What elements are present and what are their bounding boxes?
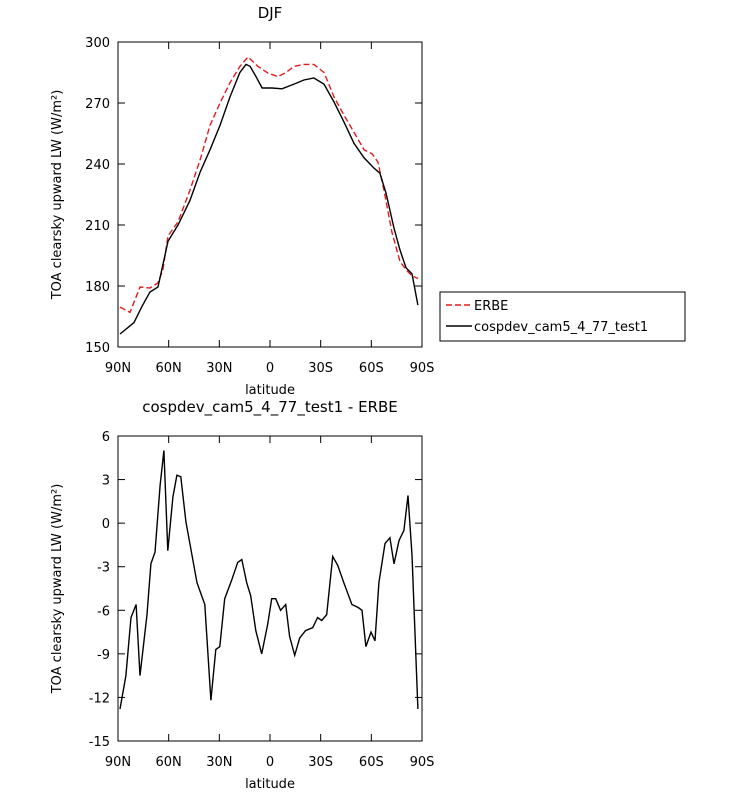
y-tick-label: -3 <box>97 561 110 576</box>
x-tick-label: 0 <box>266 361 274 376</box>
y-tick-label: 180 <box>85 280 110 295</box>
x-tick-label: 90N <box>105 361 131 376</box>
x-tick-label: 60N <box>156 755 182 770</box>
y-tick-label: 270 <box>85 97 110 112</box>
y-tick-label: 150 <box>85 341 110 356</box>
x-tick-label: 90S <box>410 361 435 376</box>
y-tick-label: -12 <box>89 691 110 706</box>
y-tick-label: -6 <box>97 604 110 619</box>
x-tick-label: 60S <box>359 755 384 770</box>
data-line <box>119 55 419 314</box>
y-tick-label: 300 <box>85 36 110 51</box>
x-tick-label: 60S <box>359 361 384 376</box>
x-tick-label: 30N <box>206 361 232 376</box>
x-tick-label: 30S <box>308 755 333 770</box>
x-axis-label: latitude <box>245 383 295 398</box>
data-line <box>119 450 419 710</box>
x-tick-label: 90N <box>105 755 131 770</box>
y-tick-label: 6 <box>102 430 110 445</box>
y-tick-label: 240 <box>85 158 110 173</box>
legend-label: cospdev_cam5_4_77_test1 <box>474 320 648 335</box>
y-tick-label: 3 <box>102 474 110 489</box>
y-axis-label: TOA clearsky upward LW (W/m²) <box>50 90 65 301</box>
chart-title: DJF <box>258 4 283 22</box>
x-tick-label: 0 <box>266 755 274 770</box>
x-tick-label: 30N <box>206 755 232 770</box>
chart-title: cospdev_cam5_4_77_test1 - ERBE <box>142 398 398 417</box>
x-tick-label: 30S <box>308 361 333 376</box>
x-tick-label: 90S <box>410 755 435 770</box>
y-axis-label: TOA clearsky upward LW (W/m²) <box>50 484 65 695</box>
y-tick-label: -15 <box>89 735 110 750</box>
legend-box <box>439 291 686 342</box>
y-tick-label: -9 <box>97 648 110 663</box>
legend: ERBE cospdev_cam5_4_77_test1 <box>439 291 686 342</box>
data-line <box>119 63 419 335</box>
y-tick-label: 0 <box>102 517 110 532</box>
plot-frame <box>117 435 423 742</box>
x-axis-label: latitude <box>245 777 295 792</box>
y-tick-label: 210 <box>85 219 110 234</box>
legend-label: ERBE <box>474 299 508 314</box>
x-tick-label: 60N <box>156 361 182 376</box>
